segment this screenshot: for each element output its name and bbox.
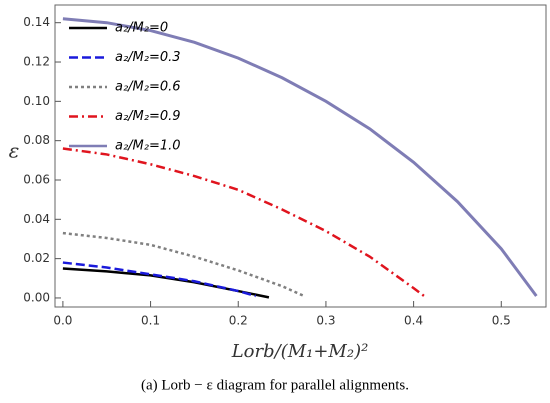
- legend-label: a₂/M₂=0.9: [115, 109, 181, 124]
- y-tick-label: 0.04: [23, 212, 50, 226]
- line-series: [62, 261, 257, 298]
- line-series: [62, 147, 428, 299]
- line-series: [62, 17, 538, 297]
- plot-frame: [54, 4, 547, 308]
- y-tick-label: 0.06: [23, 172, 50, 186]
- y-tick-label: 0.12: [23, 55, 50, 69]
- y-tick-label: 0.08: [23, 133, 50, 147]
- x-tick-label: 0.0: [53, 314, 72, 328]
- legend-label: a₂/M₂=0.6: [115, 80, 181, 95]
- caption: (a) Lorb − ε diagram for parallel alignm…: [141, 377, 409, 393]
- legend-label: a₂/M₂=0.3: [115, 50, 181, 65]
- x-axis-label: Lorb/(M₁+M₂)²: [231, 341, 369, 362]
- y-tick-label: 0.14: [23, 15, 50, 29]
- x-tick-label: 0.5: [492, 314, 511, 328]
- line-series: [62, 267, 270, 299]
- x-tick-label: 0.1: [141, 314, 160, 328]
- legend-label: a₂/M₂=0: [115, 21, 168, 36]
- y-axis-label: ε: [9, 139, 20, 163]
- x-tick-label: 0.2: [229, 314, 248, 328]
- line-series: [62, 231, 305, 298]
- x-tick-label: 0.3: [316, 314, 335, 328]
- y-tick-label: 0.10: [23, 94, 50, 108]
- y-tick-label: 0.00: [23, 290, 50, 304]
- x-tick-label: 0.4: [404, 314, 423, 328]
- y-tick-label: 0.02: [23, 251, 50, 265]
- legend-label: a₂/M₂=1.0: [115, 139, 181, 154]
